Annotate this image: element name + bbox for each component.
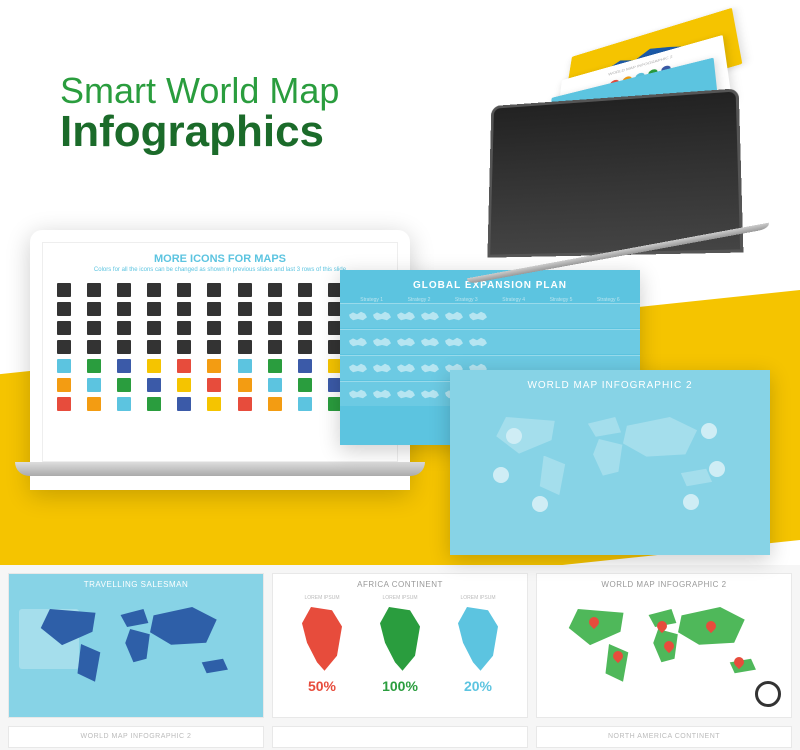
- map-icon: [117, 302, 131, 316]
- map-icon: [238, 359, 252, 373]
- map-icon: [87, 321, 101, 335]
- hero-title: Smart World Map Infographics: [60, 70, 339, 157]
- map-icon: [207, 340, 221, 354]
- map-icon: [117, 397, 131, 411]
- map-icon: [177, 340, 191, 354]
- thumb-row2-2[interactable]: [272, 726, 528, 748]
- map-icon: [177, 397, 191, 411]
- map-icon: [238, 340, 252, 354]
- map-icon: [207, 359, 221, 373]
- map-icon: [147, 397, 161, 411]
- thumb-row2-1[interactable]: WORLD MAP INFOGRAPHIC 2: [8, 726, 264, 748]
- map-icon: [298, 340, 312, 354]
- map-icon: [177, 283, 191, 297]
- map-icon: [268, 397, 282, 411]
- map-icon: [298, 321, 312, 335]
- hero-line1: Smart World Map: [60, 70, 339, 112]
- map-icon: [298, 359, 312, 373]
- laptop-screen: [487, 88, 743, 257]
- strategy-header: Strategy 3: [443, 297, 490, 303]
- strategy-header: Strategy 2: [395, 297, 442, 303]
- strategy-row: [340, 303, 640, 328]
- map-icon: [57, 378, 71, 392]
- person-icon: [709, 461, 725, 477]
- person-icon: [506, 428, 522, 444]
- map-icon: [147, 321, 161, 335]
- map-icon: [57, 283, 71, 297]
- map-icon: [177, 378, 191, 392]
- map-icon: [87, 340, 101, 354]
- map-icon: [87, 283, 101, 297]
- thumb-travelling-salesman[interactable]: TRAVELLING SALESMAN: [8, 573, 264, 718]
- map-icon: [207, 283, 221, 297]
- map-icon: [147, 359, 161, 373]
- strategy-header: Strategy 4: [490, 297, 537, 303]
- map-icon: [268, 340, 282, 354]
- icons-title: MORE ICONS FOR MAPS: [43, 243, 397, 267]
- map-icon: [117, 321, 131, 335]
- map-icon: [117, 283, 131, 297]
- map-icon: [298, 283, 312, 297]
- map-icon: [117, 340, 131, 354]
- map-icon: [238, 302, 252, 316]
- map-icon: [298, 397, 312, 411]
- map-icon: [177, 359, 191, 373]
- map-icon: [147, 302, 161, 316]
- person-icon: [532, 496, 548, 512]
- person-icon: [683, 494, 699, 510]
- map-icon: [207, 321, 221, 335]
- strategy-row: [340, 329, 640, 354]
- map-icon: [268, 283, 282, 297]
- map-icon: [57, 302, 71, 316]
- thumb-world-map-2[interactable]: WORLD MAP INFOGRAPHIC 2: [536, 573, 792, 718]
- strategy-header: Strategy 5: [537, 297, 584, 303]
- map-icon: [207, 302, 221, 316]
- strategy-header: Strategy 1: [348, 297, 395, 303]
- map-icon: [298, 302, 312, 316]
- map-icon: [87, 397, 101, 411]
- map-icon: [268, 378, 282, 392]
- map-icon: [57, 359, 71, 373]
- worldmap-title: WORLD MAP INFOGRAPHIC 2: [450, 370, 770, 401]
- map-icon: [268, 302, 282, 316]
- africa-column: LOREM IPSUM50%: [297, 595, 347, 694]
- thumbnail-row: TRAVELLING SALESMAN AFRICA CONTINENT LOR…: [0, 565, 800, 750]
- map-icon: [177, 302, 191, 316]
- map-icon: [87, 378, 101, 392]
- laptop-mockup: WORLD MAP INFOGRAPHIC 2: [440, 10, 780, 260]
- map-icon: [207, 378, 221, 392]
- strategy-header: Strategy 6: [585, 297, 632, 303]
- person-icon: [493, 467, 509, 483]
- map-icon: [177, 321, 191, 335]
- map-icon: [207, 397, 221, 411]
- africa-column: LOREM IPSUM100%: [375, 595, 425, 694]
- map-icon: [87, 302, 101, 316]
- thumb-row2-3[interactable]: NORTH AMERICA CONTINENT: [536, 726, 792, 748]
- map-icon: [147, 283, 161, 297]
- map-icon: [117, 359, 131, 373]
- map-icon: [238, 397, 252, 411]
- map-icon: [298, 378, 312, 392]
- map-icon: [238, 378, 252, 392]
- map-icon: [117, 378, 131, 392]
- map-icon: [147, 340, 161, 354]
- map-icon: [147, 378, 161, 392]
- worldmap-card: WORLD MAP INFOGRAPHIC 2: [450, 370, 770, 555]
- map-icon: [57, 321, 71, 335]
- thumb-africa-continent[interactable]: AFRICA CONTINENT LOREM IPSUM50%LOREM IPS…: [272, 573, 528, 718]
- africa-column: LOREM IPSUM20%: [453, 595, 503, 694]
- map-icon: [268, 321, 282, 335]
- map-icon: [238, 321, 252, 335]
- map-icon: [57, 340, 71, 354]
- map-icon: [87, 359, 101, 373]
- map-icon: [268, 359, 282, 373]
- map-icon: [57, 397, 71, 411]
- person-icon: [701, 423, 717, 439]
- map-icon: [238, 283, 252, 297]
- hero-line2: Infographics: [60, 107, 339, 157]
